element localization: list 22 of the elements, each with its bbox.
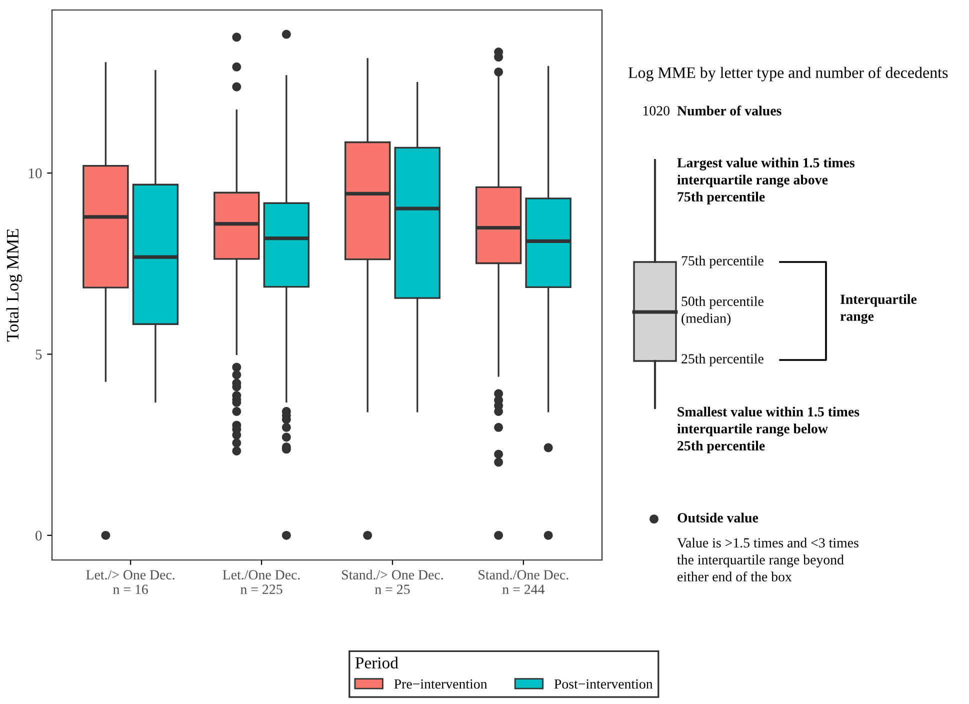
- x-tick-label: Let./One Dec. n = 225: [222, 570, 300, 594]
- y-tick-label: 10: [28, 168, 42, 178]
- text: Interquartile range: [840, 294, 917, 324]
- text: 1020: [643, 106, 670, 116]
- text: 75th percentile: [682, 256, 764, 268]
- x-tick-label: Stand./> One Dec. n = 25: [342, 570, 443, 594]
- y-axis-title: Total Log MME: [6, 229, 22, 342]
- text: Value is >1.5 times and <3 times the interquartile range beyond either end of the box: [677, 538, 858, 582]
- y-tick-label: 5: [36, 350, 42, 360]
- text: 50th percentile (median): [682, 296, 764, 326]
- x-tick-label: Stand./One Dec. n = 244: [478, 570, 568, 594]
- legend-label: Pre−intervention: [394, 679, 488, 689]
- x-tick-label: Let./> One Dec. n = 16: [86, 570, 174, 594]
- y-tick-label: 0: [36, 530, 42, 541]
- text: Log MME by letter type and number of decedents: [628, 66, 948, 82]
- legend-label: Post−intervention: [554, 679, 653, 689]
- legend-title: Period: [355, 656, 398, 668]
- text: Outside value: [678, 512, 758, 523]
- text: Smallest value within 1.5 times interquartile range below 25th percentile: [677, 406, 860, 454]
- text: Largest value within 1.5 times interquartile range above 75th percentile: [677, 158, 855, 204]
- text: 25th percentile: [682, 354, 764, 366]
- text: Number of values: [677, 106, 782, 116]
